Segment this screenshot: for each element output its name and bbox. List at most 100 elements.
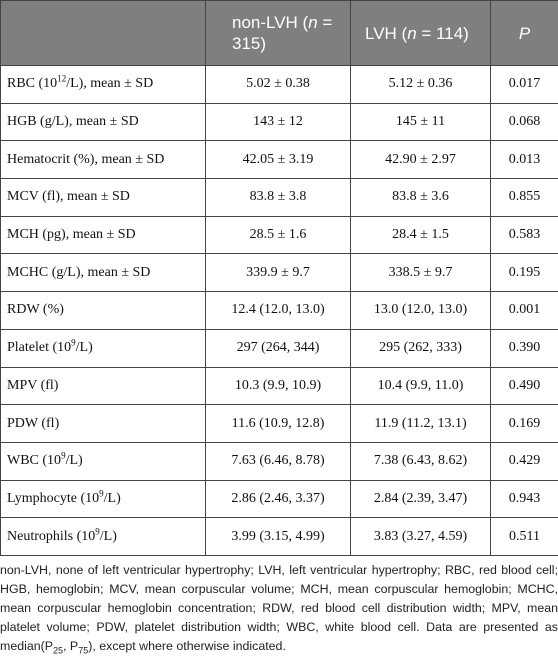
value-cell: 0.001: [490, 291, 558, 330]
value-cell: 0.017: [490, 65, 558, 104]
cell-text: 13.0 (12.0, 13.0): [373, 302, 468, 318]
footnote: non-LVH, none of left ventricular hypert…: [0, 561, 558, 656]
header-cell: non-LVH (n = 315): [205, 0, 351, 66]
text-segment: 9: [61, 450, 66, 461]
cell-text: 0.943: [508, 490, 541, 506]
text-segment: /L): [75, 340, 93, 356]
cell-text: 42.90 ± 2.97: [385, 151, 456, 167]
table-row: Hematocrit (%), mean ± SD 42.05 ± 3.19 42.…: [0, 140, 558, 180]
value-cell: 10.3 (9.9, 10.9): [205, 366, 351, 406]
cell-text: 83.8 ± 3.6: [392, 189, 449, 205]
row-label: RBC (1012/L), mean ± SD: [0, 65, 206, 104]
text-segment: = 114): [416, 23, 469, 43]
value-cell: 0.169: [490, 404, 558, 443]
text-segment: , P: [63, 638, 79, 653]
text-segment: Lymphocyte (10: [7, 490, 100, 506]
cell-text: Hematocrit (%), mean ± SD: [7, 151, 165, 167]
cell-text: 12.4 (12.0, 13.0): [231, 302, 325, 318]
value-cell: 42.90 ± 2.97: [350, 140, 491, 180]
cell-text: 0.169: [508, 415, 541, 431]
row-label: Platelet (109/L): [0, 328, 206, 368]
row-label: Neutrophils (109/L): [0, 517, 206, 556]
table-header: non-LVH (n = 315) LVH (n = 114) P: [0, 0, 558, 66]
cell-text: 83.8 ± 3.8: [249, 189, 307, 205]
cell-text: 28.5 ± 1.6: [249, 227, 307, 243]
text-segment: 9: [71, 337, 76, 348]
value-cell: 0.013: [490, 140, 558, 180]
text-segment: 12: [57, 73, 67, 84]
cell-text: 0.390: [508, 340, 541, 356]
cell-text: 0.511: [509, 528, 540, 544]
value-cell: 295 (262, 333): [350, 328, 491, 368]
row-label: MPV (fl): [0, 366, 206, 406]
cell-text: 7.38 (6.43, 8.62): [373, 453, 468, 469]
cell-text: 0.017: [508, 76, 541, 92]
value-cell: 0.583: [490, 215, 558, 255]
text-segment: RBC (10: [7, 76, 58, 92]
cell-text: 11.6 (10.9, 12.8): [231, 415, 325, 431]
value-cell: 83.8 ± 3.6: [350, 178, 491, 217]
text-segment: WBC (10: [7, 453, 62, 469]
cell-text: MCV (fl), mean ± SD: [7, 189, 130, 205]
text-segment: n: [308, 13, 318, 32]
value-cell: 11.6 (10.9, 12.8): [205, 404, 351, 443]
table-row: MCV (fl), mean ± SD 83.8 ± 3.8 83.8 ± 3.6 0…: [0, 178, 558, 217]
cell-text: 0.490: [508, 377, 541, 393]
header-cell: LVH (n = 114): [350, 0, 491, 66]
row-label: HGB (g/L), mean ± SD: [0, 102, 206, 142]
value-cell: 83.8 ± 3.8: [205, 178, 351, 217]
text-segment: LVH (: [365, 23, 408, 43]
cell-text: PDW (fl): [7, 415, 60, 431]
cell-text: 297 (264, 344): [236, 340, 320, 356]
value-cell: 0.943: [490, 479, 558, 519]
cell-text: HGB (g/L), mean ± SD: [7, 114, 139, 130]
text-segment: non-LVH, none of left ventricular hypert…: [0, 562, 558, 653]
value-cell: 42.05 ± 3.19: [205, 140, 351, 180]
cell-text: MCHC (g/L), mean ± SD: [7, 264, 151, 280]
table-row: MCH (pg), mean ± SD 28.5 ± 1.6 28.4 ± 1.5 0…: [0, 215, 558, 255]
cell-text: 0.583: [508, 227, 541, 243]
text-segment: /L), mean ± SD: [66, 76, 154, 92]
table-row: PDW (fl) 11.6 (10.9, 12.8) 11.9 (11.2, 13.…: [0, 404, 558, 443]
text-segment: = 315): [232, 13, 333, 53]
value-cell: 12.4 (12.0, 13.0): [205, 291, 351, 330]
text-segment: 25: [53, 645, 64, 656]
text-segment: 9: [99, 488, 104, 499]
cell-text: 0.195: [508, 264, 541, 280]
row-label: WBC (109/L): [0, 441, 206, 481]
text-segment: 75: [78, 645, 89, 656]
cell-text: 3.99 (3.15, 4.99): [231, 528, 325, 544]
value-cell: 2.84 (2.39, 3.47): [350, 479, 491, 519]
text-segment: /L): [65, 453, 83, 469]
table-row: MCHC (g/L), mean ± SD 339.9 ± 9.7 338.5 ± …: [0, 253, 558, 293]
text-segment: Neutrophils (10: [7, 528, 96, 544]
row-label: MCHC (g/L), mean ± SD: [0, 253, 206, 293]
table-row: HGB (g/L), mean ± SD 143 ± 12 145 ± 11 0.06…: [0, 102, 558, 142]
row-label: MCV (fl), mean ± SD: [0, 178, 206, 217]
table-row: RBC (1012/L), mean ± SD 5.02 ± 0.38 5.12 ±…: [0, 65, 558, 104]
cell-text: 339.9 ± 9.7: [246, 264, 310, 280]
value-cell: 0.429: [490, 441, 558, 481]
value-cell: 28.4 ± 1.5: [350, 215, 491, 255]
cell-text: 0.429: [508, 453, 541, 469]
header-cell: P: [490, 0, 558, 66]
table-row: Lymphocyte (109/L) 2.86 (2.46, 3.37) 2.84 …: [0, 479, 558, 519]
cell-text: 10.3 (9.9, 10.9): [234, 377, 322, 393]
text-segment: n: [407, 23, 417, 43]
text-segment: P: [518, 23, 531, 43]
cell-text: 143 ± 12: [253, 114, 303, 130]
value-cell: 145 ± 11: [350, 102, 491, 142]
table-row: RDW (%) 12.4 (12.0, 13.0) 13.0 (12.0, 13.0…: [0, 291, 558, 330]
row-label: Lymphocyte (109/L): [0, 479, 206, 519]
value-cell: 0.390: [490, 328, 558, 368]
row-label: MCH (pg), mean ± SD: [0, 215, 206, 255]
cell-text: RDW (%): [7, 302, 64, 318]
cell-text: MCH (pg), mean ± SD: [7, 227, 136, 243]
cell-text: 145 ± 11: [395, 114, 446, 130]
text-segment: Platelet (10: [7, 340, 72, 356]
cell-text: 42.05 ± 3.19: [242, 151, 314, 167]
text-segment: /L): [103, 490, 121, 506]
table-row: Neutrophils (109/L) 3.99 (3.15, 4.99) 3.83…: [0, 517, 558, 556]
row-label: Hematocrit (%), mean ± SD: [0, 140, 206, 180]
text-segment: ), except where otherwise indicated.: [88, 638, 286, 653]
